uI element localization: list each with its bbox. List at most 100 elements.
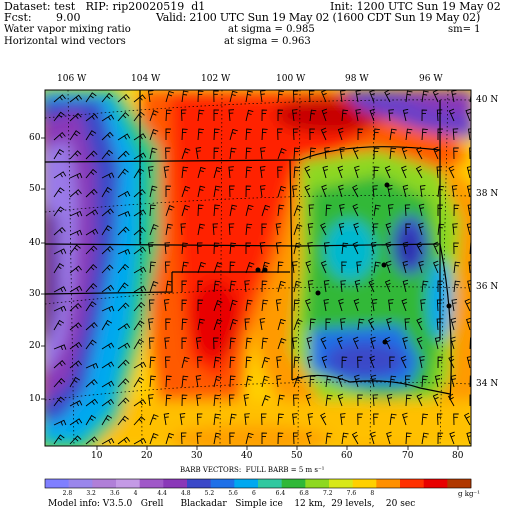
wind-barb [309, 109, 317, 122]
wind-barb [245, 223, 253, 236]
wind-barb [85, 301, 97, 312]
wind-barb [197, 299, 204, 312]
wind-barb [69, 418, 83, 426]
wind-barb [421, 413, 429, 426]
wind-barb [101, 114, 115, 122]
wind-barb [53, 419, 67, 426]
wind-barb [401, 298, 408, 312]
wind-barb [437, 204, 444, 216]
wind-barb [69, 189, 82, 198]
wind-barb [420, 299, 426, 312]
wind-barb [307, 412, 314, 426]
colorbar-label: 7.6 [346, 490, 357, 497]
wind-barb [447, 393, 455, 407]
wind-barb [180, 223, 187, 236]
header-line4-mid: at sigma = 0.963 [224, 36, 311, 47]
header-line4-left: Horizontal wind vectors [4, 36, 126, 47]
wind-barb [421, 280, 429, 293]
wind-barb [452, 223, 458, 236]
wind-barb [69, 435, 82, 445]
wind-barb [165, 375, 172, 388]
wind-barb [165, 128, 172, 140]
wind-barb [373, 204, 381, 217]
wind-barb [451, 90, 457, 103]
y-tick-10: 10 [29, 394, 41, 404]
wind-barb [245, 356, 252, 369]
wind-barb [307, 280, 314, 293]
colorbar-swatch [400, 479, 424, 488]
x-tick-40: 40 [241, 451, 253, 461]
wind-barb [292, 90, 299, 103]
wind-barb [245, 204, 254, 217]
wind-barb [339, 146, 345, 160]
wind-barb [245, 166, 252, 179]
wind-barb [320, 336, 327, 350]
wind-barb [117, 168, 129, 179]
wind-barb [181, 299, 188, 312]
wind-barb [453, 280, 461, 293]
colorbar-label: 7.2 [323, 490, 333, 497]
wind-barb [453, 242, 459, 255]
wind-barb [229, 147, 237, 160]
wind-barb [261, 375, 270, 388]
wind-barb [340, 318, 346, 331]
wind-barb [373, 128, 380, 141]
lon-label-102: 102 W [201, 74, 231, 84]
wind-barb [197, 261, 207, 274]
wind-barb [293, 432, 299, 445]
wind-barb [197, 109, 205, 122]
wind-barb [133, 133, 147, 141]
wind-barb [85, 378, 98, 388]
wind-barb [305, 298, 311, 312]
wind-barb [69, 150, 82, 160]
wind-barb [432, 241, 439, 255]
wind-barb [228, 223, 235, 236]
x-tick-10: 10 [91, 451, 103, 461]
wind-barb [147, 90, 154, 103]
wind-barb [402, 260, 408, 274]
wind-barb [277, 148, 287, 160]
wind-barb [181, 90, 189, 103]
wind-barb [338, 184, 344, 198]
wind-barb [307, 223, 314, 236]
colorbar-swatch [305, 479, 330, 488]
wind-barb [451, 185, 458, 198]
wind-barb [69, 302, 82, 312]
lon-label-106: 106 W [57, 74, 87, 84]
wind-barb [197, 280, 204, 292]
wind-barb [466, 431, 471, 445]
wind-barb [405, 128, 413, 141]
wind-barb [229, 242, 237, 255]
colorbar-units: g kg⁻¹ [458, 490, 480, 498]
wind-barb [53, 187, 65, 198]
wind-barb [117, 302, 130, 312]
wind-barb [229, 318, 238, 331]
wind-barb [352, 336, 359, 350]
wind-barb [259, 185, 266, 198]
wind-barb [432, 90, 439, 103]
wind-barb [418, 203, 425, 217]
wind-barb [261, 337, 269, 350]
wind-barb [389, 413, 397, 426]
wind-barb [101, 398, 115, 407]
wind-barb [133, 111, 145, 122]
y-tick-60: 60 [29, 133, 41, 143]
wind-barb [69, 360, 82, 369]
wind-barb [276, 375, 282, 388]
wind-barb [181, 148, 191, 160]
state-boundaries [45, 90, 452, 401]
wind-barb [337, 393, 344, 407]
wind-barb [101, 437, 115, 445]
wind-barb [133, 338, 145, 350]
wind-barb [149, 261, 156, 274]
lat-label-40: 40 N [476, 95, 499, 105]
wind-barb [165, 280, 173, 293]
wind-barb [229, 394, 235, 407]
wind-barb [164, 261, 171, 274]
wind-barb [117, 190, 131, 198]
wind-barb [245, 147, 252, 160]
header-line2-left: Fcst: 9.00 [4, 11, 81, 24]
wind-barb [85, 362, 99, 369]
wind-barb [179, 413, 186, 426]
wind-barb [357, 318, 365, 331]
